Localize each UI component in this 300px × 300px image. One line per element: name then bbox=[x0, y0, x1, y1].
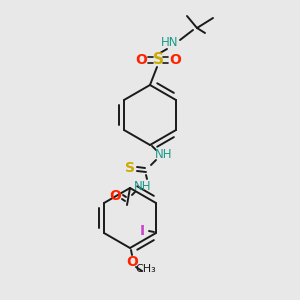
Text: O: O bbox=[169, 53, 181, 67]
Text: I: I bbox=[140, 224, 145, 238]
Text: NH: NH bbox=[155, 148, 173, 161]
Text: S: S bbox=[125, 161, 135, 175]
Text: O: O bbox=[109, 189, 121, 203]
Text: CH₃: CH₃ bbox=[136, 264, 156, 274]
Text: O: O bbox=[126, 255, 138, 269]
Text: O: O bbox=[135, 53, 147, 67]
Text: S: S bbox=[152, 52, 164, 68]
Text: HN: HN bbox=[161, 35, 179, 49]
Text: NH: NH bbox=[134, 179, 152, 193]
